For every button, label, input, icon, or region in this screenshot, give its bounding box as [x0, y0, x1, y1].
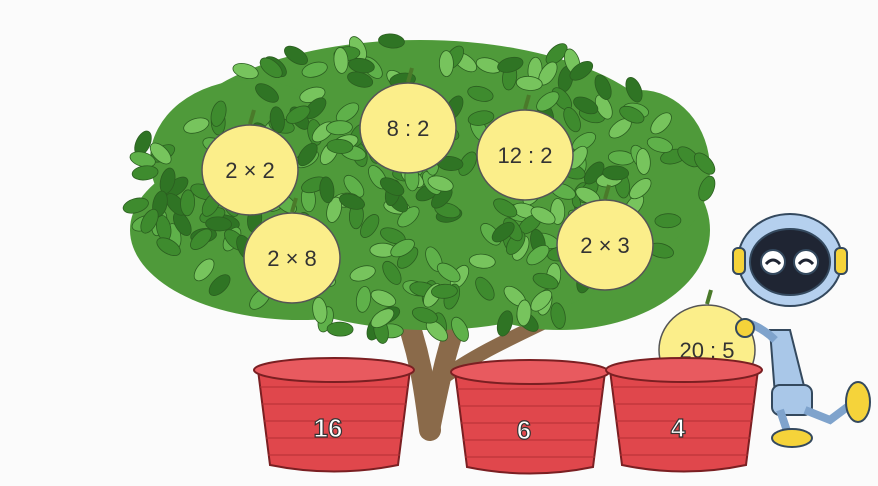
- fruit-label: 2 × 2: [225, 158, 275, 183]
- basket-label: 16: [314, 413, 343, 443]
- basket-rim: [254, 358, 414, 382]
- basket: 4: [606, 358, 762, 472]
- basket-label: 6: [517, 415, 531, 445]
- leaf: [439, 50, 453, 76]
- fruit-label: 12 : 2: [497, 143, 552, 168]
- fruit-label: 2 × 8: [267, 246, 317, 271]
- basket-rim: [606, 358, 762, 382]
- basket-label: 4: [671, 413, 686, 443]
- scene: 2 × 28 : 212 : 22 × 82 × 320 : 5 1664: [0, 0, 878, 486]
- basket: 6: [451, 360, 609, 474]
- fruit-label: 8 : 2: [387, 116, 430, 141]
- fruit-label: 2 × 3: [580, 233, 630, 258]
- basket-rim: [451, 360, 609, 384]
- basket: 16: [254, 358, 414, 472]
